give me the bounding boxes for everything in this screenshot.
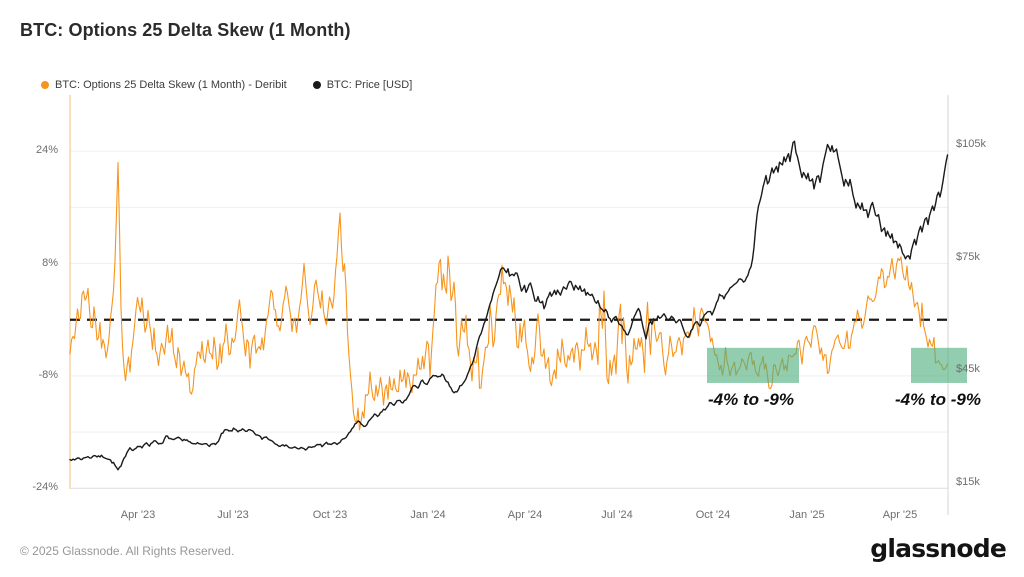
- legend-dot-icon: [312, 81, 321, 89]
- range-annotation-text: -4% to -9%: [895, 390, 981, 409]
- x-tick-label: Oct '24: [695, 509, 731, 521]
- y-left-tick-label: -8%: [38, 368, 58, 381]
- price-series-line: [69, 140, 949, 471]
- copyright-text: © 2025 Glassnode. All Rights Reserved.: [20, 544, 235, 558]
- y-right-tick-label: $15k: [956, 476, 980, 489]
- y-left-tick-label: -24%: [32, 481, 58, 494]
- x-tick-label: Jan '25: [789, 509, 825, 521]
- y-left-tick-label: 8%: [42, 256, 58, 269]
- y-right-tick-label: $75k: [956, 250, 980, 263]
- glassnode-logo: glassnode: [870, 534, 1007, 563]
- legend-label: BTC: Options 25 Delta Skew (1 Month) - D…: [55, 79, 287, 91]
- x-tick-label: Jul '23: [217, 509, 249, 521]
- y-right-tick-label: $45k: [956, 363, 980, 376]
- skew-series-line: [69, 162, 949, 431]
- x-tick-label: Oct '23: [312, 509, 348, 521]
- page-title: BTC: Options 25 Delta Skew (1 Month): [20, 20, 351, 40]
- legend-label: BTC: Price [USD]: [326, 79, 413, 91]
- x-tick-label: Apr '23: [120, 509, 156, 521]
- x-tick-label: Apr '24: [507, 509, 543, 521]
- x-tick-label: Jul '24: [601, 509, 633, 521]
- y-right-tick-label: $105k: [956, 137, 986, 150]
- highlight-range-box: [707, 347, 799, 383]
- legend-item[interactable]: BTC: Options 25 Delta Skew (1 Month) - D…: [41, 79, 287, 91]
- range-annotation-text: -4% to -9%: [708, 390, 794, 409]
- legend-dot-icon: [41, 81, 49, 89]
- x-tick-label: Jan '24: [410, 509, 446, 521]
- chart-legend: BTC: Options 25 Delta Skew (1 Month) - D…: [41, 79, 412, 91]
- x-tick-label: Apr '25: [882, 509, 918, 521]
- y-left-tick-label: 24%: [35, 144, 58, 157]
- highlight-range-box: [911, 347, 967, 383]
- legend-item[interactable]: BTC: Price [USD]: [312, 79, 413, 91]
